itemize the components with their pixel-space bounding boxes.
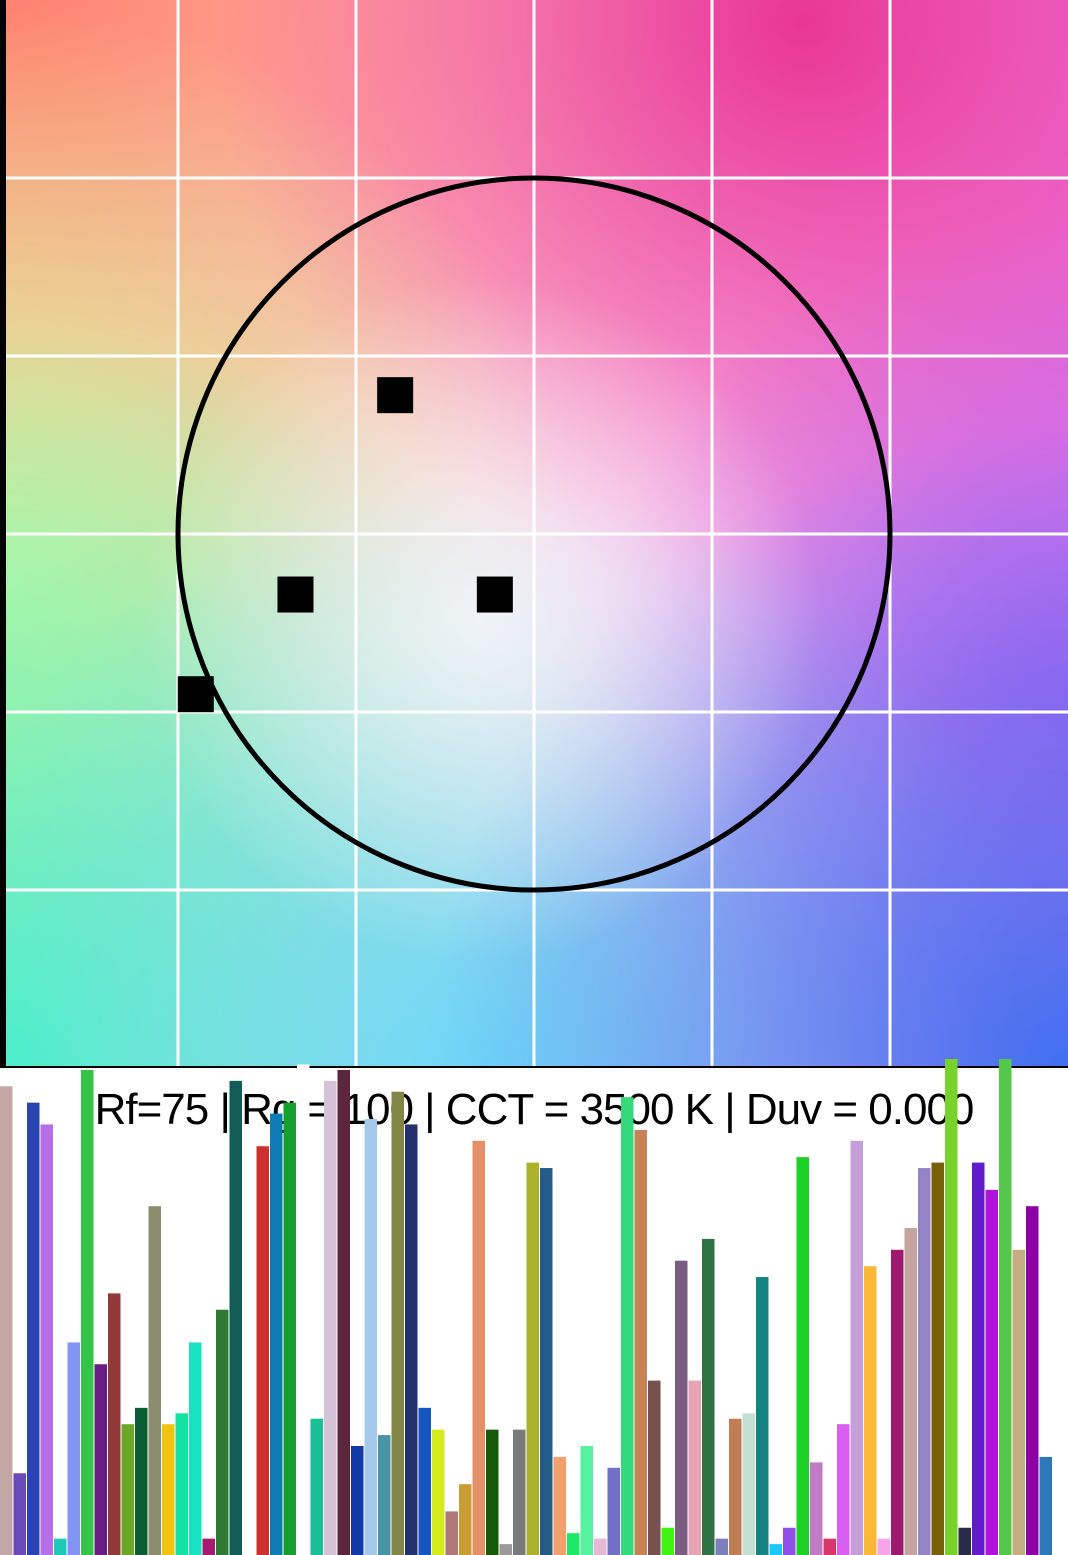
bar <box>27 1102 40 1555</box>
data-points <box>177 377 513 713</box>
reference-circle <box>175 175 893 893</box>
bar <box>13 1473 26 1555</box>
bar <box>270 1113 283 1555</box>
bar <box>175 1413 188 1555</box>
bar <box>472 1140 485 1555</box>
bar <box>580 1446 593 1555</box>
bar <box>216 1309 229 1555</box>
bar <box>486 1429 499 1555</box>
bar <box>364 1119 377 1555</box>
bar <box>162 1424 175 1555</box>
bar <box>256 1146 269 1555</box>
bar <box>337 1069 350 1555</box>
bar <box>972 1162 985 1555</box>
bar <box>310 1418 323 1555</box>
bar <box>445 1511 458 1555</box>
bar-series <box>0 1059 1068 1555</box>
bar <box>1039 1456 1052 1555</box>
bar <box>432 1429 445 1555</box>
bar <box>850 1140 863 1555</box>
bar <box>918 1168 931 1555</box>
bar <box>877 1538 890 1555</box>
bar <box>769 1544 782 1555</box>
bar <box>459 1484 472 1555</box>
bar <box>837 1424 850 1555</box>
bar <box>621 1097 634 1555</box>
scatter-point <box>476 576 513 613</box>
bar <box>594 1538 607 1555</box>
scatter-point <box>177 676 214 713</box>
bar <box>148 1206 161 1555</box>
bar <box>567 1533 580 1555</box>
bar <box>864 1266 877 1555</box>
bar <box>1012 1249 1025 1555</box>
bar <box>702 1238 715 1555</box>
bar <box>607 1467 620 1555</box>
bar <box>121 1424 134 1555</box>
bar <box>661 1527 674 1555</box>
scatter-point <box>277 576 314 613</box>
bar <box>540 1168 553 1555</box>
bar <box>418 1407 431 1555</box>
bar <box>499 1544 512 1555</box>
bar <box>1026 1206 1039 1555</box>
bar <box>742 1413 755 1555</box>
bar <box>297 1064 310 1555</box>
bar <box>189 1342 202 1555</box>
bar <box>283 1102 296 1555</box>
bar-chart <box>0 1059 1068 1555</box>
bar <box>999 1059 1012 1555</box>
bar <box>229 1080 242 1555</box>
bar <box>391 1091 404 1555</box>
bar <box>553 1456 566 1555</box>
bar <box>378 1435 391 1555</box>
bar <box>0 1086 13 1555</box>
bar <box>526 1162 539 1555</box>
bar <box>324 1080 337 1555</box>
bar <box>675 1260 688 1555</box>
bar <box>945 1059 958 1555</box>
bar <box>202 1538 215 1555</box>
bar <box>688 1380 701 1555</box>
bar <box>810 1462 823 1555</box>
bar <box>513 1429 526 1555</box>
bar <box>958 1527 971 1555</box>
bar <box>904 1228 917 1555</box>
bar <box>783 1527 796 1555</box>
bar <box>135 1407 148 1555</box>
bar <box>54 1538 67 1555</box>
bar <box>405 1124 418 1555</box>
bar <box>931 1162 944 1555</box>
bar <box>108 1293 121 1555</box>
scatter-point <box>377 377 414 414</box>
bar <box>67 1342 80 1555</box>
bar <box>1066 1538 1068 1555</box>
bar <box>351 1446 364 1555</box>
bar <box>94 1364 107 1555</box>
bar <box>1053 1478 1066 1555</box>
bar <box>648 1380 661 1555</box>
bar <box>823 1538 836 1555</box>
bar <box>715 1538 728 1555</box>
bar <box>729 1418 742 1555</box>
bar <box>985 1189 998 1555</box>
bar <box>40 1124 53 1555</box>
color-vector-plot <box>0 0 1068 1068</box>
bar <box>796 1157 809 1555</box>
bar <box>634 1129 647 1555</box>
bar <box>756 1277 769 1555</box>
bar <box>81 1069 94 1555</box>
bar <box>891 1249 904 1555</box>
